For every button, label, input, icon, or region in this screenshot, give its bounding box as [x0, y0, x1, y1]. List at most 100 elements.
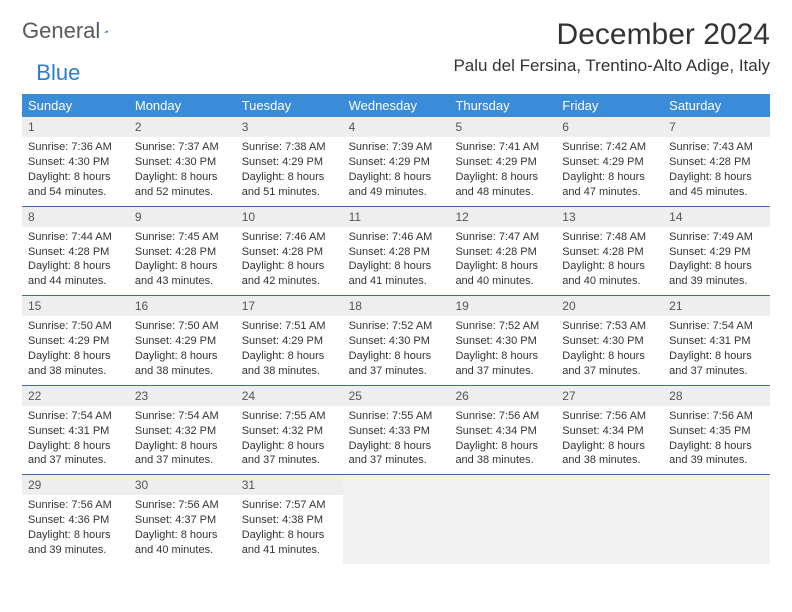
sunset-line: Sunset: 4:33 PM	[349, 424, 444, 439]
sunrise-line: Sunrise: 7:54 AM	[669, 319, 764, 334]
location: Palu del Fersina, Trentino-Alto Adige, I…	[453, 56, 770, 76]
daylight-line: Daylight: 8 hours and 41 minutes.	[349, 259, 444, 289]
sunrise-line: Sunrise: 7:56 AM	[455, 409, 550, 424]
day-cell-empty	[556, 475, 663, 564]
day-number: 23	[129, 386, 236, 406]
dow-tuesday: Tuesday	[236, 94, 343, 117]
day-cell: 6Sunrise: 7:42 AMSunset: 4:29 PMDaylight…	[556, 117, 663, 206]
day-content: Sunrise: 7:54 AMSunset: 4:31 PMDaylight:…	[663, 316, 770, 384]
daylight-line: Daylight: 8 hours and 37 minutes.	[28, 439, 123, 469]
logo-text-part2: Blue	[36, 60, 80, 86]
sunrise-line: Sunrise: 7:56 AM	[562, 409, 657, 424]
day-cell: 4Sunrise: 7:39 AMSunset: 4:29 PMDaylight…	[343, 117, 450, 206]
daylight-line: Daylight: 8 hours and 49 minutes.	[349, 170, 444, 200]
sunrise-line: Sunrise: 7:49 AM	[669, 230, 764, 245]
sunset-line: Sunset: 4:37 PM	[135, 513, 230, 528]
day-number: 1	[22, 117, 129, 137]
daylight-line: Daylight: 8 hours and 37 minutes.	[242, 439, 337, 469]
day-content: Sunrise: 7:56 AMSunset: 4:34 PMDaylight:…	[449, 406, 556, 474]
sunset-line: Sunset: 4:31 PM	[669, 334, 764, 349]
day-cell: 22Sunrise: 7:54 AMSunset: 4:31 PMDayligh…	[22, 386, 129, 475]
daylight-line: Daylight: 8 hours and 40 minutes.	[562, 259, 657, 289]
sunset-line: Sunset: 4:30 PM	[28, 155, 123, 170]
sunset-line: Sunset: 4:28 PM	[28, 245, 123, 260]
day-content: Sunrise: 7:46 AMSunset: 4:28 PMDaylight:…	[236, 227, 343, 295]
sunset-line: Sunset: 4:38 PM	[242, 513, 337, 528]
day-content: Sunrise: 7:49 AMSunset: 4:29 PMDaylight:…	[663, 227, 770, 295]
sunrise-line: Sunrise: 7:52 AM	[455, 319, 550, 334]
daylight-line: Daylight: 8 hours and 37 minutes.	[135, 439, 230, 469]
day-content: Sunrise: 7:56 AMSunset: 4:34 PMDaylight:…	[556, 406, 663, 474]
daylight-line: Daylight: 8 hours and 48 minutes.	[455, 170, 550, 200]
day-cell: 7Sunrise: 7:43 AMSunset: 4:28 PMDaylight…	[663, 117, 770, 206]
day-cell-empty	[663, 475, 770, 564]
day-cell: 16Sunrise: 7:50 AMSunset: 4:29 PMDayligh…	[129, 296, 236, 385]
daylight-line: Daylight: 8 hours and 44 minutes.	[28, 259, 123, 289]
daylight-line: Daylight: 8 hours and 38 minutes.	[242, 349, 337, 379]
day-number: 2	[129, 117, 236, 137]
sunset-line: Sunset: 4:29 PM	[135, 334, 230, 349]
sunrise-line: Sunrise: 7:38 AM	[242, 140, 337, 155]
day-number: 27	[556, 386, 663, 406]
sunrise-line: Sunrise: 7:52 AM	[349, 319, 444, 334]
week-row: 8Sunrise: 7:44 AMSunset: 4:28 PMDaylight…	[22, 206, 770, 296]
day-number: 11	[343, 207, 450, 227]
daylight-line: Daylight: 8 hours and 38 minutes.	[562, 439, 657, 469]
day-number: 4	[343, 117, 450, 137]
sunset-line: Sunset: 4:29 PM	[242, 155, 337, 170]
dow-monday: Monday	[129, 94, 236, 117]
week-row: 15Sunrise: 7:50 AMSunset: 4:29 PMDayligh…	[22, 295, 770, 385]
day-cell: 29Sunrise: 7:56 AMSunset: 4:36 PMDayligh…	[22, 475, 129, 564]
day-cell: 8Sunrise: 7:44 AMSunset: 4:28 PMDaylight…	[22, 207, 129, 296]
day-number: 8	[22, 207, 129, 227]
sunrise-line: Sunrise: 7:55 AM	[349, 409, 444, 424]
day-content: Sunrise: 7:50 AMSunset: 4:29 PMDaylight:…	[22, 316, 129, 384]
day-number: 3	[236, 117, 343, 137]
day-cell: 19Sunrise: 7:52 AMSunset: 4:30 PMDayligh…	[449, 296, 556, 385]
sunset-line: Sunset: 4:29 PM	[669, 245, 764, 260]
day-number: 22	[22, 386, 129, 406]
day-cell: 31Sunrise: 7:57 AMSunset: 4:38 PMDayligh…	[236, 475, 343, 564]
day-content: Sunrise: 7:56 AMSunset: 4:35 PMDaylight:…	[663, 406, 770, 474]
daylight-line: Daylight: 8 hours and 54 minutes.	[28, 170, 123, 200]
daylight-line: Daylight: 8 hours and 40 minutes.	[455, 259, 550, 289]
sunrise-line: Sunrise: 7:41 AM	[455, 140, 550, 155]
week-row: 29Sunrise: 7:56 AMSunset: 4:36 PMDayligh…	[22, 474, 770, 564]
day-content: Sunrise: 7:38 AMSunset: 4:29 PMDaylight:…	[236, 137, 343, 205]
sunset-line: Sunset: 4:29 PM	[242, 334, 337, 349]
day-content: Sunrise: 7:53 AMSunset: 4:30 PMDaylight:…	[556, 316, 663, 384]
day-number: 7	[663, 117, 770, 137]
sunrise-line: Sunrise: 7:54 AM	[28, 409, 123, 424]
day-content: Sunrise: 7:37 AMSunset: 4:30 PMDaylight:…	[129, 137, 236, 205]
day-cell: 27Sunrise: 7:56 AMSunset: 4:34 PMDayligh…	[556, 386, 663, 475]
daylight-line: Daylight: 8 hours and 52 minutes.	[135, 170, 230, 200]
calendar: SundayMondayTuesdayWednesdayThursdayFrid…	[22, 94, 770, 564]
day-content: Sunrise: 7:44 AMSunset: 4:28 PMDaylight:…	[22, 227, 129, 295]
day-number: 31	[236, 475, 343, 495]
day-content: Sunrise: 7:55 AMSunset: 4:33 PMDaylight:…	[343, 406, 450, 474]
sunrise-line: Sunrise: 7:45 AM	[135, 230, 230, 245]
day-cell: 25Sunrise: 7:55 AMSunset: 4:33 PMDayligh…	[343, 386, 450, 475]
day-number: 21	[663, 296, 770, 316]
day-number: 18	[343, 296, 450, 316]
daylight-line: Daylight: 8 hours and 39 minutes.	[669, 259, 764, 289]
day-cell-empty	[449, 475, 556, 564]
sunrise-line: Sunrise: 7:55 AM	[242, 409, 337, 424]
sunset-line: Sunset: 4:29 PM	[455, 155, 550, 170]
daylight-line: Daylight: 8 hours and 37 minutes.	[669, 349, 764, 379]
sunset-line: Sunset: 4:30 PM	[562, 334, 657, 349]
day-content: Sunrise: 7:57 AMSunset: 4:38 PMDaylight:…	[236, 495, 343, 563]
day-number: 17	[236, 296, 343, 316]
sunset-line: Sunset: 4:29 PM	[562, 155, 657, 170]
sunset-line: Sunset: 4:32 PM	[135, 424, 230, 439]
sunrise-line: Sunrise: 7:39 AM	[349, 140, 444, 155]
daylight-line: Daylight: 8 hours and 39 minutes.	[28, 528, 123, 558]
day-content: Sunrise: 7:56 AMSunset: 4:36 PMDaylight:…	[22, 495, 129, 563]
daylight-line: Daylight: 8 hours and 39 minutes.	[669, 439, 764, 469]
day-cell: 28Sunrise: 7:56 AMSunset: 4:35 PMDayligh…	[663, 386, 770, 475]
daylight-line: Daylight: 8 hours and 45 minutes.	[669, 170, 764, 200]
sunrise-line: Sunrise: 7:47 AM	[455, 230, 550, 245]
logo-triangle-icon	[104, 22, 108, 40]
daylight-line: Daylight: 8 hours and 37 minutes.	[349, 349, 444, 379]
day-cell: 20Sunrise: 7:53 AMSunset: 4:30 PMDayligh…	[556, 296, 663, 385]
